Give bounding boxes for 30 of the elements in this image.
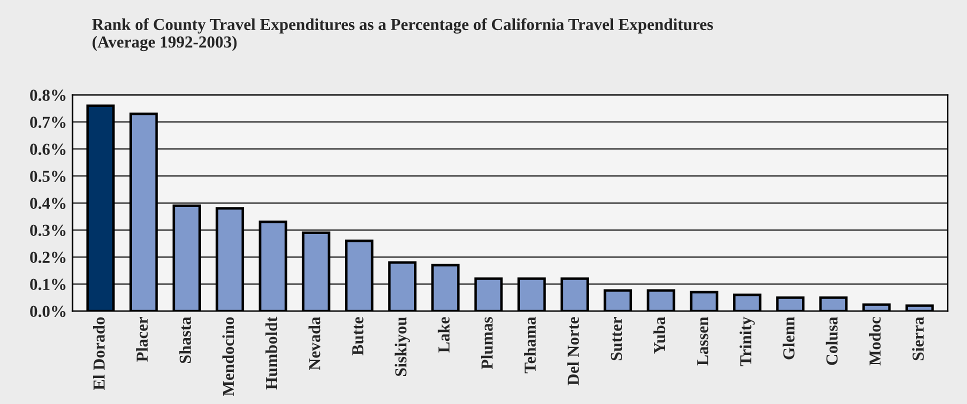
y-tick-label: 0.0%: [30, 306, 66, 318]
x-tick-label: Lake: [438, 317, 450, 352]
y-tick-label: 0.7%: [30, 116, 66, 128]
y-tick-label: 0.2%: [30, 252, 66, 264]
chart-title: Rank of County Travel Expenditures as a Percentage of California Travel Expenditures (Average 1992-2003): [92, 18, 713, 52]
y-tick-label: 0.3%: [30, 224, 66, 236]
x-tick-label: Butte: [352, 317, 364, 356]
x-tick-label: Placer: [136, 316, 148, 362]
x-tick-label: Glenn: [782, 316, 794, 360]
x-tick-label: Trinity: [740, 316, 755, 366]
x-tick-label: El Dorado: [92, 317, 105, 390]
y-tick-label: 0.8%: [30, 90, 66, 101]
x-tick-label: Sutter: [610, 316, 622, 360]
y-tick-label: 0.4%: [30, 198, 66, 210]
x-tick-label: Mendocino: [222, 317, 234, 396]
x-tick-label: Nevada: [308, 316, 320, 370]
x-tick-label: Shasta: [179, 316, 191, 363]
x-tick-label: Lassen: [697, 316, 708, 366]
y-tick-label: 0.1%: [30, 278, 66, 290]
x-tick-label: Tehama: [524, 316, 536, 374]
y-tick-label: 0.5%: [30, 170, 66, 182]
x-tick-label: Del Norte: [567, 317, 579, 386]
x-tick-label: Humboldt: [265, 316, 278, 390]
y-tick-label: 0.6%: [30, 144, 66, 155]
x-tick-label: Sierra: [912, 316, 924, 360]
x-tick-label: Siskiyou: [394, 317, 410, 376]
x-tick-label: Plumas: [480, 317, 493, 370]
x-tick-label: Colusa: [826, 316, 838, 365]
x-tick-label: Modoc: [868, 317, 881, 366]
x-tick-label: Yuba: [653, 316, 666, 354]
